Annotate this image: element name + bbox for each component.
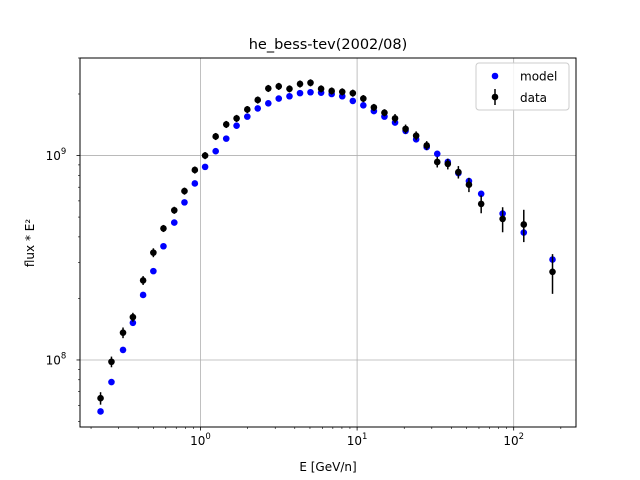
data-point bbox=[455, 168, 462, 176]
data-point bbox=[360, 95, 367, 102]
axes-frame bbox=[79, 57, 577, 428]
data-point bbox=[296, 80, 304, 88]
data-point bbox=[477, 200, 485, 208]
data-point bbox=[191, 166, 199, 174]
model-point bbox=[307, 88, 314, 96]
model-point bbox=[275, 95, 283, 102]
data-point bbox=[181, 187, 188, 195]
model-point bbox=[265, 100, 272, 107]
model-point bbox=[108, 378, 115, 386]
data-point bbox=[328, 87, 335, 95]
data-point bbox=[465, 181, 473, 189]
data-point bbox=[201, 152, 209, 159]
model-point bbox=[360, 102, 367, 109]
legend: model data bbox=[475, 62, 570, 111]
data-point bbox=[212, 133, 219, 140]
data-point bbox=[402, 125, 409, 133]
model-point bbox=[244, 113, 251, 120]
model-point bbox=[286, 92, 293, 100]
data-point bbox=[412, 132, 420, 140]
data-point bbox=[317, 85, 325, 93]
data-point bbox=[370, 104, 378, 111]
model-point bbox=[160, 242, 167, 250]
data-point bbox=[170, 206, 178, 214]
data-point bbox=[307, 79, 314, 87]
model-point bbox=[212, 147, 219, 155]
x-axis-label: E [GeV/n] bbox=[299, 460, 356, 474]
model-point bbox=[433, 150, 441, 158]
model-point bbox=[477, 190, 485, 198]
data-point bbox=[423, 142, 431, 149]
data-point bbox=[338, 88, 346, 96]
model-point bbox=[129, 319, 137, 327]
model-point bbox=[181, 199, 188, 206]
model-point bbox=[296, 89, 304, 97]
data-point bbox=[222, 121, 230, 128]
data-point bbox=[233, 115, 240, 122]
data-point bbox=[139, 277, 147, 284]
data-point bbox=[265, 85, 272, 92]
data-point bbox=[433, 158, 441, 166]
data-point bbox=[444, 160, 452, 168]
model-point bbox=[222, 135, 230, 142]
legend-data-label: data bbox=[520, 91, 547, 105]
model-point bbox=[150, 267, 157, 275]
legend-model-marker bbox=[491, 72, 499, 80]
data-point bbox=[520, 221, 528, 228]
data-point bbox=[275, 83, 283, 90]
model-point bbox=[139, 291, 147, 299]
data-point bbox=[97, 394, 104, 402]
legend-model-label: model bbox=[520, 70, 557, 84]
model-point bbox=[170, 219, 178, 226]
y-axis-label: flux * E² bbox=[23, 219, 37, 267]
data-point bbox=[244, 106, 251, 113]
legend-data-marker bbox=[491, 93, 499, 101]
model-point bbox=[233, 122, 240, 129]
chart-title: he_bess-tev(2002/08) bbox=[249, 37, 408, 53]
grid bbox=[80, 58, 576, 427]
model-point bbox=[191, 180, 199, 187]
plot-area bbox=[97, 79, 556, 415]
data-point bbox=[129, 313, 137, 321]
model-point bbox=[201, 163, 209, 171]
x-axis: 100 101 102 bbox=[90, 427, 562, 448]
data-point bbox=[349, 89, 357, 97]
data-point bbox=[381, 109, 388, 117]
data-point bbox=[108, 358, 115, 366]
legend-box bbox=[475, 62, 570, 111]
data-point bbox=[499, 215, 506, 223]
model-point bbox=[119, 346, 127, 354]
data-point bbox=[254, 96, 262, 104]
data-point bbox=[391, 115, 399, 122]
data-point bbox=[286, 85, 293, 93]
model-point bbox=[254, 105, 262, 112]
model-point bbox=[349, 97, 357, 105]
data-point bbox=[119, 329, 127, 336]
data-point bbox=[150, 249, 157, 256]
data-point bbox=[549, 268, 556, 276]
data-point bbox=[160, 225, 167, 232]
model-point bbox=[97, 408, 104, 415]
